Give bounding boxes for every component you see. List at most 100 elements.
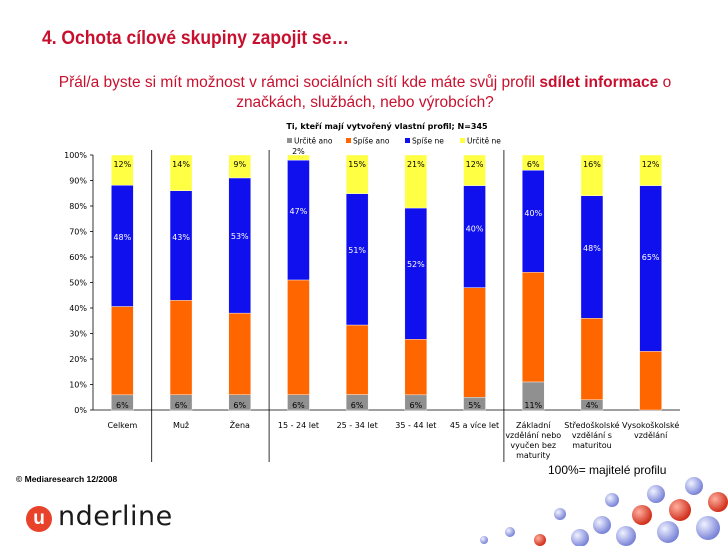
y-tick-label: 0% (74, 406, 87, 415)
category-label: Vysokoškolské (622, 420, 679, 430)
data-label: 48% (583, 244, 601, 253)
bar-segment (228, 154, 251, 179)
bar-segment (287, 159, 310, 281)
data-label: 32% (583, 359, 601, 368)
y-tick-label: 80% (69, 202, 87, 211)
data-label: 35% (113, 351, 131, 360)
bar-segment (522, 154, 545, 171)
legend-label: Spíše ano (353, 137, 390, 146)
bar-segment (111, 185, 134, 307)
data-label: 40% (466, 225, 484, 234)
data-label: 51% (348, 246, 366, 255)
data-label: 6% (116, 401, 129, 410)
data-label: 43% (466, 344, 484, 353)
question-text: Přál/a byste si mít možnost v rámci soci… (58, 74, 540, 91)
data-label: 6% (233, 401, 246, 410)
data-label: 5% (468, 401, 481, 410)
bar-segment (345, 193, 369, 326)
legend-label: Určitě ne (467, 137, 501, 146)
data-label: 11% (524, 401, 542, 410)
data-label: 6% (409, 401, 422, 410)
question-text-end: o značkách, službách, nebo výrobcích? (236, 74, 672, 111)
bar-segment (111, 154, 134, 186)
data-label: 14% (172, 160, 190, 169)
legend-label: Určitě ano (294, 137, 333, 146)
data-label: 21% (407, 160, 425, 169)
bar-segment (639, 185, 662, 352)
survey-question: Přál/a byste si mít možnost v rámci soci… (40, 73, 690, 113)
bar-segment (580, 154, 604, 196)
category-label: Žena (230, 419, 250, 430)
category-label: Muž (173, 421, 189, 430)
data-label: 43% (524, 329, 542, 338)
data-label: 22% (407, 365, 425, 374)
data-label: 12% (466, 160, 484, 169)
chart-title: Ti, kteří mají vytvořený vlastní profil;… (286, 122, 488, 131)
base-footnote: 100%= majitelé profilu (548, 463, 667, 477)
molecule-decoration (480, 477, 728, 546)
data-label: 32% (231, 353, 249, 362)
slide-title: 4. Ochota cílové skupiny zapojit se… (42, 28, 349, 49)
question-emphasis: sdílet informace (539, 74, 659, 91)
bar-segment (287, 154, 310, 161)
category-label: 15 - 24 let (278, 421, 319, 430)
logo-text: nderline (58, 501, 173, 532)
legend-swatch (346, 138, 351, 143)
category-label: 45 a více let (450, 421, 499, 430)
data-label: 47% (290, 207, 308, 216)
data-label: 40% (524, 209, 542, 218)
data-label: 37% (172, 348, 190, 357)
category-label: Středoškolské (564, 420, 619, 430)
legend-swatch (405, 138, 410, 143)
data-label: 6% (527, 160, 540, 169)
category-label: Základní (516, 421, 551, 430)
y-tick-label: 90% (69, 177, 87, 186)
data-label: 6% (351, 401, 364, 410)
legend-swatch (460, 138, 465, 143)
category-label: vzdělání nebo (505, 431, 561, 440)
data-label: 4% (586, 401, 599, 410)
logo-mark: u (26, 506, 52, 532)
data-label: 43% (172, 233, 190, 242)
category-label: maturity (516, 451, 551, 460)
bar-segment (169, 190, 193, 301)
copyright-note: © Mediaresearch 12/2008 (16, 474, 118, 484)
data-label: 15% (348, 160, 366, 169)
bar-segment (580, 195, 604, 319)
bar-segment (228, 177, 251, 314)
category-label: vzdělání (634, 431, 668, 440)
data-label: 12% (642, 160, 660, 169)
bar-segment (287, 279, 310, 395)
bar-segment (522, 272, 545, 383)
y-tick-label: 50% (69, 279, 87, 288)
data-label: 6% (175, 401, 188, 410)
bar-segment (404, 207, 428, 340)
bar-segment (463, 185, 486, 288)
legend-swatch (287, 138, 292, 143)
bar-segment (522, 170, 545, 273)
data-label: 9% (233, 160, 246, 169)
y-tick-label: 10% (69, 381, 87, 390)
data-label: 53% (231, 232, 249, 241)
bar-segment (639, 154, 662, 186)
data-label: 23% (642, 378, 660, 387)
y-tick-label: 30% (69, 330, 87, 339)
category-label: 25 - 34 let (337, 421, 378, 430)
data-label: 65% (642, 253, 660, 262)
y-tick-label: 40% (69, 304, 87, 313)
y-tick-label: 100% (64, 151, 87, 160)
data-label: 48% (113, 233, 131, 242)
category-label: Celkem (107, 421, 137, 430)
legend-label: Spíše ne (412, 137, 444, 146)
data-label: 12% (113, 160, 131, 169)
bar-segment (463, 287, 486, 398)
bar-segment (169, 154, 193, 191)
y-tick-label: 20% (69, 355, 87, 364)
molecule-spheres (480, 477, 728, 546)
bar-segment (404, 154, 428, 209)
data-label: 52% (407, 260, 425, 269)
category-label: vzdělání s (572, 431, 612, 440)
category-label: vyučen bez (510, 440, 556, 450)
data-label: 27% (348, 358, 366, 367)
y-tick-label: 70% (69, 228, 87, 237)
